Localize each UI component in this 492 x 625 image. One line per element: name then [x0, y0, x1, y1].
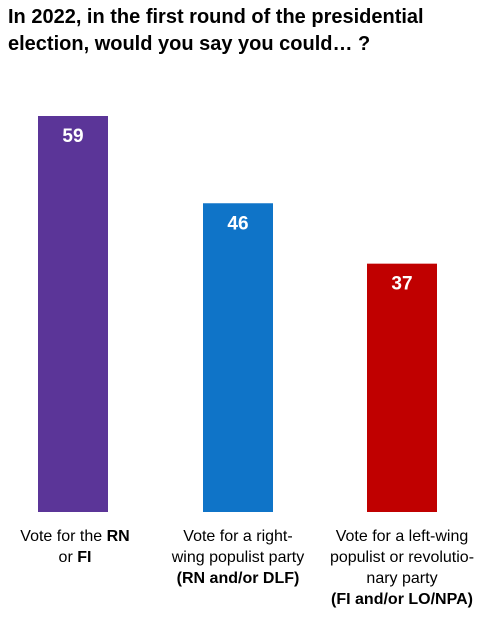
data-label: 59: [62, 126, 83, 147]
data-label: 37: [391, 274, 412, 295]
chart-title-line-1: In 2022, in the first round of the presi…: [8, 6, 424, 28]
category-text: or: [58, 549, 78, 566]
category-label-line: populist or revolutio-: [329, 549, 475, 566]
category-text: Vote for the: [20, 528, 107, 545]
category-label-line: wing populist party: [171, 549, 305, 566]
category-text-bold: FI: [77, 549, 92, 566]
category-label-line: or FI: [8, 547, 142, 568]
category-label-line-bold: (RN and/or DLF): [176, 570, 300, 587]
category-label-line: Vote for the RN: [8, 526, 142, 547]
category-label-rn-or-fi: Vote for the RN or FI: [8, 526, 142, 568]
chart-title: In 2022, in the first round of the presi…: [8, 4, 484, 58]
bar-left-wing-populist: [367, 263, 437, 512]
category-label-left-wing: Vote for a left-wing populist or revolut…: [314, 526, 490, 610]
chart-title-line-2: election, would you say you could… ?: [8, 33, 371, 55]
category-label-line: Vote for a left-wing: [335, 528, 469, 545]
category-label-line: nary party: [366, 570, 438, 587]
bar-rn-or-fi: [38, 116, 108, 512]
category-text-bold: RN: [106, 528, 130, 545]
category-label-line-bold: (FI and/or LO/NPA): [331, 591, 473, 608]
bar-right-wing-populist: [203, 203, 273, 512]
data-label: 46: [227, 213, 248, 234]
category-label-line: Vote for a right-: [183, 528, 293, 545]
category-label-right-wing: Vote for a right- wing populist party (R…: [163, 526, 313, 589]
